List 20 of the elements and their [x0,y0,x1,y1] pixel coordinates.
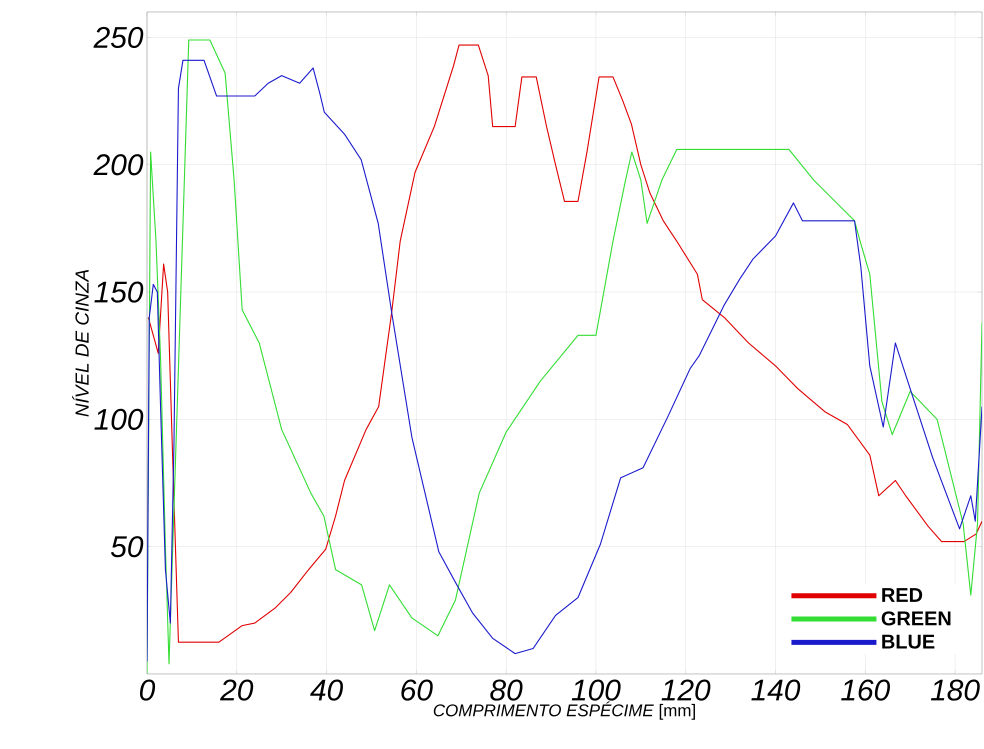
y-axis-title: NÍVEL DE CINZA [72,270,89,417]
legend-label: GREEN [882,611,950,626]
y-tick-label: 50 [110,536,144,558]
y-tick-label: 200 [93,154,144,176]
legend-label: BLUE [882,634,934,649]
x-tick-label: 180 [930,680,980,701]
y-tick-label: 100 [94,408,144,430]
x-tick-label: 160 [841,680,890,701]
x-tick-label: 140 [751,680,800,701]
y-tick-label: 250 [93,26,144,48]
x-tick-label: 20 [220,680,254,701]
x-axis-title: COMPRIMENTO ESPÉCIME [mm] [434,702,695,720]
x-tick-label: 120 [662,680,710,701]
x-tick-label: 0 [140,680,156,701]
x-tick-label: 100 [572,680,621,701]
y-tick-label: 150 [94,281,144,303]
x-tick-label: 60 [401,680,433,701]
legend-label: RED [882,588,922,602]
x-tick-label: 80 [490,680,523,701]
x-tick-label: 40 [310,680,343,701]
